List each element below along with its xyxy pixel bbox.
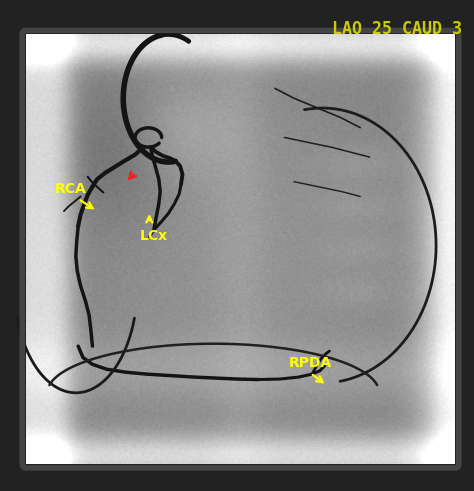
Text: RPDA: RPDA — [289, 356, 332, 370]
Text: LAO 25 CAUD 3: LAO 25 CAUD 3 — [332, 20, 462, 38]
Text: RCA: RCA — [55, 182, 86, 196]
Text: LCx: LCx — [140, 229, 168, 243]
